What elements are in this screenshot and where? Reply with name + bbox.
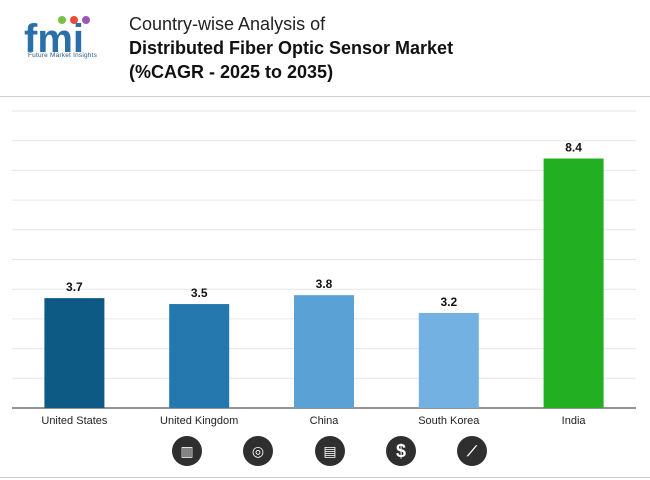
dollar-icon: $ (386, 436, 416, 466)
bar-india (543, 158, 604, 408)
bar-united-kingdom (169, 304, 230, 408)
footer-divider (0, 477, 650, 478)
category-label: South Korea (418, 415, 480, 427)
bar-united-states (44, 298, 105, 408)
chart-title-line1: Country-wise Analysis of (129, 14, 326, 34)
bar-south-korea (418, 312, 479, 408)
logo-letters: fmi (24, 17, 84, 61)
bar-chart: 3.7 United States 3.5 United Kingdom 3.8 Chin… (12, 110, 636, 427)
globe-trend-icon: ◎ (243, 436, 273, 466)
logo-subtext: Future Market Insights (28, 52, 98, 59)
data-label: 3.5 (191, 286, 208, 300)
line-trend-icon: ⟋ (457, 436, 487, 466)
category-label: India (562, 415, 587, 427)
category-label: United States (41, 415, 108, 427)
bar-china (294, 295, 354, 408)
data-label: 3.2 (440, 295, 457, 309)
report-icon: ▤ (315, 436, 345, 466)
chart-title-line3: (%CAGR - 2025 to 2035) (129, 62, 334, 82)
fmi-logo: fmi (24, 16, 90, 61)
chart-title-line2: Distributed Fiber Optic Sensor Market (129, 38, 454, 58)
category-label: United Kingdom (160, 415, 238, 427)
category-label: China (310, 415, 340, 427)
data-label: 3.8 (316, 277, 333, 291)
bar-chart-icon: ▥ (172, 436, 202, 466)
chart-header: fmi Future Market Insights Country-wise … (0, 0, 650, 97)
data-label: 3.7 (66, 280, 83, 294)
data-label: 8.4 (565, 141, 582, 155)
